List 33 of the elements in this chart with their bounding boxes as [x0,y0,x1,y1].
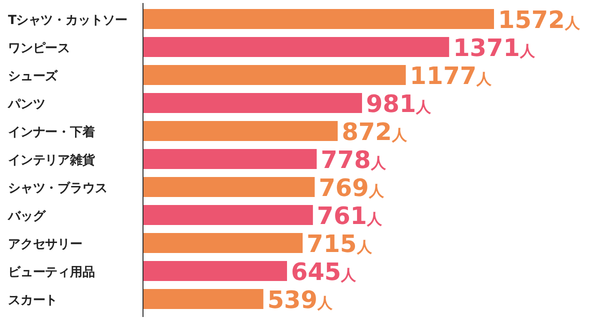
bar [143,9,494,29]
y-tick-label: シャツ・ブラウス [8,180,108,195]
data-label: 761人 [316,202,384,230]
data-label: 539人 [267,286,334,314]
bar [143,149,317,169]
data-label: 769人 [318,174,385,202]
bar [143,177,315,197]
y-tick-label: アクセサリー [8,236,83,251]
bar [143,261,288,281]
data-label: 1572人 [498,6,581,34]
y-tick-label: ビューティ用品 [8,264,96,279]
bar [143,93,362,113]
data-label: 872人 [342,118,408,146]
bar [143,289,264,309]
data-label: 981人 [366,90,432,118]
y-tick-label: バッグ [7,208,47,223]
y-tick-label: スカート [8,292,58,307]
data-label: 1371人 [453,34,536,62]
y-tick-label: インテリア雑貨 [8,152,96,167]
bar [143,65,406,85]
data-label: 778人 [320,146,387,174]
y-tick-label: パンツ [7,96,46,111]
bar [143,233,303,253]
data-label: 1177人 [410,62,493,90]
data-label: 715人 [306,230,373,258]
y-tick-label: ワンピース [8,40,70,55]
bar [143,37,450,57]
y-tick-label: インナー・下着 [8,124,96,139]
y-tick-label: Tシャツ・カットソー [8,12,128,27]
bar [143,205,313,225]
y-tick-label: シューズ [8,68,60,83]
data-label: 645人 [291,258,358,286]
bar [143,121,338,141]
